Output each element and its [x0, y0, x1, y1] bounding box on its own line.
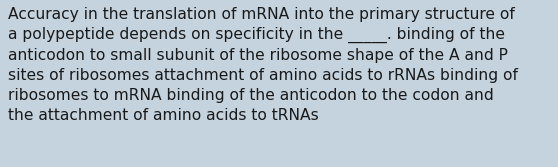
Text: Accuracy in the translation of mRNA into the primary structure of
a polypeptide : Accuracy in the translation of mRNA into… — [8, 7, 518, 123]
